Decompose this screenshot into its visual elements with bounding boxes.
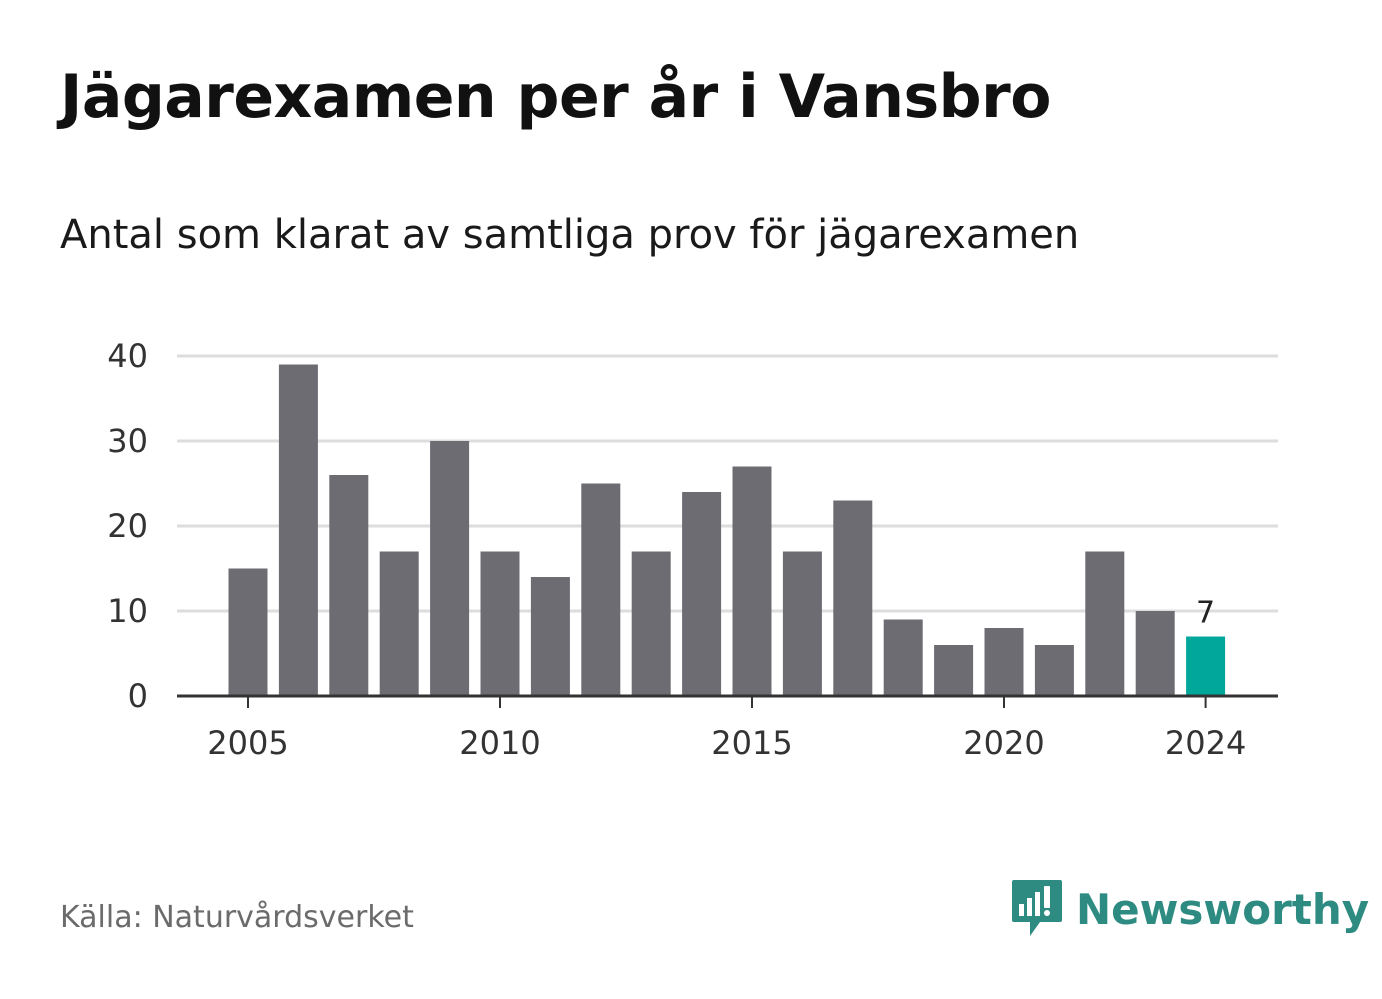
x-tick-label-2010: 2010	[459, 724, 540, 762]
brand-name: Newsworthy	[1076, 884, 1370, 934]
data-label-2024: 7	[1196, 596, 1215, 631]
source-note: Källa: Naturvårdsverket	[60, 900, 414, 935]
bar-2012	[581, 483, 621, 696]
y-tick-label-20: 20	[107, 507, 148, 545]
bar-2017	[833, 500, 873, 696]
bar-2019	[934, 645, 974, 696]
axes	[177, 694, 1278, 708]
x-tick-label-2024: 2024	[1165, 724, 1246, 762]
bar-2007	[329, 475, 369, 696]
newsworthy-logo-icon	[1012, 880, 1062, 936]
bar-2008	[379, 551, 419, 696]
brand-logo: Newsworthy	[1010, 878, 1369, 940]
bar-chart: 0 10 20 30 40 7 2005 2010 2015 2020 2024	[107, 337, 1278, 762]
chart-title: Jägarexamen per år i Vansbro	[60, 62, 1051, 132]
bar-2016	[782, 551, 822, 696]
bar-2010	[480, 551, 520, 696]
chart-subtitle: Antal som klarat av samtliga prov för jä…	[60, 212, 1080, 258]
bar-2024	[1186, 636, 1226, 696]
bar-2023	[1135, 611, 1175, 696]
bar-2011	[530, 577, 570, 696]
y-tick-label-10: 10	[107, 592, 148, 630]
bar-2013	[631, 551, 671, 696]
labels: 0 10 20 30 40 7 2005 2010 2015 2020 2024	[107, 337, 1246, 762]
bars	[228, 364, 1226, 696]
x-tick-label-2020: 2020	[963, 724, 1044, 762]
bar-2006	[278, 364, 318, 696]
y-tick-label-40: 40	[107, 337, 148, 375]
bar-2022	[1085, 551, 1125, 696]
x-tick-label-2015: 2015	[711, 724, 792, 762]
bar-2018	[883, 619, 923, 696]
y-tick-label-30: 30	[107, 422, 148, 460]
bar-2009	[430, 441, 470, 696]
bar-2021	[1034, 645, 1074, 696]
bar-2015	[732, 466, 772, 696]
bar-2020	[984, 628, 1024, 696]
x-tick-label-2005: 2005	[207, 724, 288, 762]
y-tick-label-0: 0	[128, 677, 148, 715]
bar-2014	[682, 492, 722, 696]
bar-2005	[228, 568, 268, 696]
